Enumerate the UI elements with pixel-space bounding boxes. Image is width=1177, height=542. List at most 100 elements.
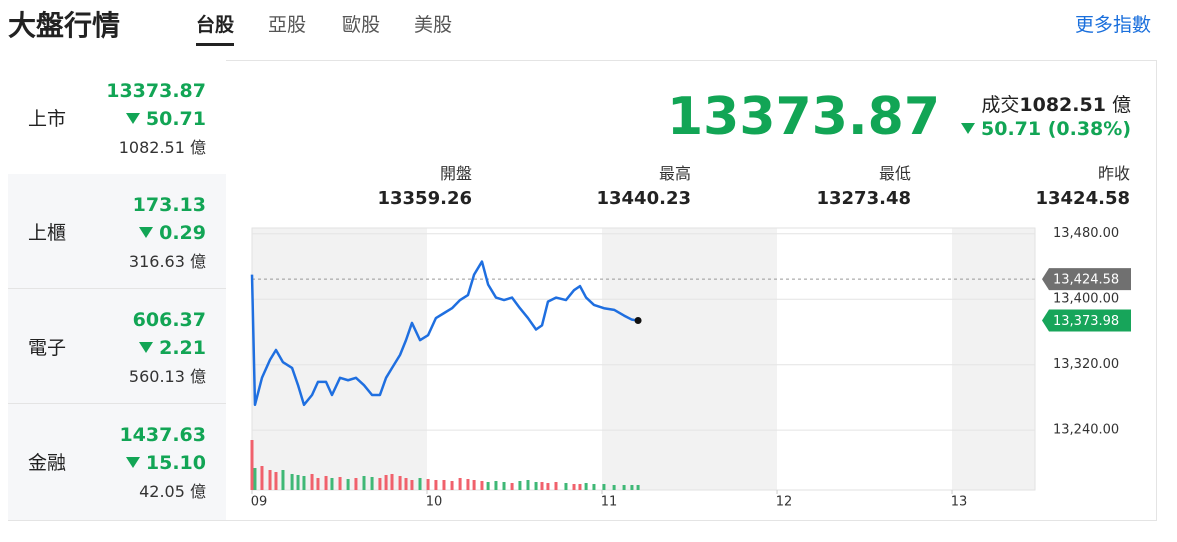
volume-bar: [362, 476, 366, 490]
market-price: 13373.87: [106, 80, 206, 102]
down-icon: [125, 113, 140, 124]
volume-bar: [486, 482, 490, 490]
volume-bar: [268, 470, 272, 490]
volume-bar: [434, 480, 438, 490]
market-change: 2.21: [139, 337, 206, 359]
market-name: 金融: [28, 452, 67, 474]
volume-bar: [310, 474, 314, 490]
volume-bar: [398, 476, 402, 490]
market-name: 上櫃: [28, 222, 67, 244]
volume-bar: [354, 478, 358, 490]
volume-bar: [250, 440, 254, 490]
volume-bar: [494, 481, 498, 490]
volume-bar: [290, 474, 294, 490]
volume-bar: [564, 483, 568, 490]
stat-label: 最高: [658, 164, 691, 183]
turnover-label: 成交: [981, 94, 1020, 116]
turnover: 成交1082.51 億: [981, 90, 1131, 117]
change-value: 50.71: [145, 108, 206, 130]
x-tick-label: 10: [426, 495, 443, 510]
volume-bar: [472, 480, 476, 490]
volume-bar: [636, 485, 640, 490]
stat: 昨收 13424.58: [970, 160, 1130, 209]
volume-bar: [510, 483, 514, 490]
x-tick-label: 09: [251, 495, 268, 510]
market-row[interactable]: 上櫃 173.13 0.29 316.63 億: [8, 174, 226, 289]
volume-bar: [324, 476, 328, 490]
y-tick-label: 13,240.00: [1053, 423, 1119, 438]
change-text: 50.71 (0.38%): [981, 118, 1131, 140]
volume-bar: [578, 484, 582, 490]
volume-bar: [554, 482, 558, 490]
volume-bar: [338, 477, 342, 490]
tab[interactable]: 美股: [414, 14, 453, 36]
last-point: [634, 316, 642, 324]
volume-bar: [316, 478, 320, 490]
market-volume: 316.63 億: [128, 252, 206, 271]
volume-bar: [346, 479, 350, 490]
down-icon: [139, 342, 154, 353]
tab[interactable]: 歐股: [342, 14, 381, 36]
volume-bar: [458, 478, 462, 490]
stat: 開盤 13359.26: [312, 160, 472, 209]
market-price: 173.13: [132, 194, 206, 216]
volume-bar: [253, 468, 257, 490]
down-icon: [139, 227, 154, 238]
y-tick-label: 13,400.00: [1053, 292, 1119, 307]
market-change: 50.71: [125, 108, 206, 130]
hour-band: [602, 228, 778, 490]
down-icon: [125, 457, 140, 468]
market-row[interactable]: 上市 13373.87 50.71 1082.51 億: [8, 60, 226, 175]
volume-bar: [426, 479, 430, 490]
stat-value: 13273.48: [816, 188, 911, 209]
volume-bar: [330, 478, 334, 490]
volume-bar: [612, 485, 616, 490]
stat-label: 最低: [878, 164, 911, 183]
stat-value: 13359.26: [377, 188, 472, 209]
change-value: 2.21: [159, 337, 206, 359]
volume-bar: [546, 483, 550, 490]
volume-bar: [404, 478, 408, 490]
y-tick-label: 13,320.00: [1053, 357, 1119, 372]
market-row[interactable]: 電子 606.37 2.21 560.13 億: [8, 289, 226, 404]
volume-bar: [518, 481, 522, 490]
x-tick-label: 13: [951, 495, 968, 510]
big-price: 13373.87: [666, 87, 940, 147]
volume-bar: [260, 466, 264, 490]
plot-frame: [251, 227, 1036, 491]
market-change: 0.29: [139, 222, 206, 244]
volume-bar: [302, 476, 306, 490]
market-volume: 42.05 億: [139, 482, 206, 501]
market-name: 電子: [28, 337, 67, 359]
volume-bar: [526, 480, 530, 490]
turnover-value: 1082.51: [1019, 94, 1106, 116]
market-name: 上市: [28, 108, 67, 130]
market-volume: 1082.51 億: [118, 138, 206, 157]
change-value: 0.29: [159, 222, 206, 244]
more-link[interactable]: 更多指數: [1075, 14, 1152, 36]
volume-bar: [584, 483, 588, 490]
volume-bar: [540, 482, 544, 490]
y-tick-label: 13,480.00: [1053, 226, 1119, 241]
volume-bar: [418, 478, 422, 490]
reference-badge-label: 13,424.58: [1053, 273, 1119, 288]
x-tick-label: 12: [776, 495, 793, 510]
volume-bar: [480, 481, 484, 490]
volume-bar: [450, 481, 454, 490]
market-row[interactable]: 金融 1437.63 15.10 42.05 億: [8, 404, 226, 520]
tab[interactable]: 台股: [196, 10, 235, 46]
volume-bar: [630, 485, 634, 490]
stat-label: 開盤: [439, 164, 472, 183]
stat-label: 昨收: [1097, 164, 1130, 183]
tab[interactable]: 亞股: [268, 14, 307, 36]
reference-badge: [1042, 268, 1131, 291]
volume-bar: [378, 478, 382, 490]
market-price: 1437.63: [119, 424, 206, 446]
volume-bar: [410, 480, 414, 490]
volume-bar: [602, 484, 606, 490]
stat: 最高 13440.23: [531, 160, 691, 209]
volume-bar: [384, 475, 388, 490]
volume-bar: [572, 484, 576, 490]
volume-bar: [466, 479, 470, 490]
